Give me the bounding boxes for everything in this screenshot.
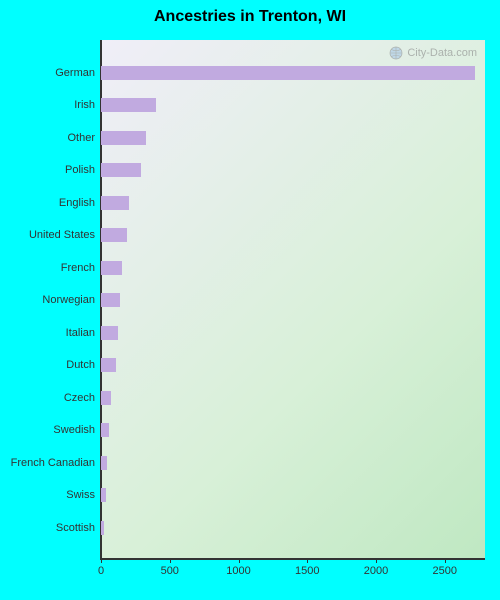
y-axis-label: Polish bbox=[65, 164, 95, 176]
y-axis-label: Swedish bbox=[53, 424, 95, 436]
y-axis-label: Irish bbox=[74, 99, 95, 111]
bar bbox=[101, 423, 109, 437]
y-axis-label: Scottish bbox=[56, 522, 95, 534]
bar bbox=[101, 488, 106, 502]
x-axis-tick bbox=[376, 559, 377, 563]
y-axis-label: Dutch bbox=[66, 359, 95, 371]
x-axis-label: 1500 bbox=[295, 565, 319, 577]
bar bbox=[101, 358, 116, 372]
bar bbox=[101, 228, 127, 242]
y-axis-label: United States bbox=[29, 229, 95, 241]
bar bbox=[101, 66, 475, 80]
bar bbox=[101, 293, 120, 307]
bar bbox=[101, 98, 156, 112]
y-axis-label: German bbox=[55, 67, 95, 79]
x-axis-label: 500 bbox=[161, 565, 179, 577]
chart-title: Ancestries in Trenton, WI bbox=[0, 8, 500, 26]
x-axis-tick bbox=[307, 559, 308, 563]
y-axis-label: Norwegian bbox=[42, 294, 95, 306]
bar bbox=[101, 163, 141, 177]
plot-area: City-Data.com GermanIrishOtherPolishEngl… bbox=[100, 40, 485, 560]
x-axis-line bbox=[101, 558, 485, 559]
bar bbox=[101, 131, 146, 145]
y-axis-label: Czech bbox=[64, 392, 95, 404]
watermark: City-Data.com bbox=[389, 46, 477, 60]
bar bbox=[101, 326, 118, 340]
bar bbox=[101, 456, 107, 470]
x-axis-tick bbox=[101, 559, 102, 563]
y-axis-label: English bbox=[59, 197, 95, 209]
watermark-text: City-Data.com bbox=[407, 47, 477, 59]
x-axis-label: 1000 bbox=[226, 565, 250, 577]
x-axis-label: 0 bbox=[98, 565, 104, 577]
bar bbox=[101, 391, 111, 405]
x-axis-tick bbox=[445, 559, 446, 563]
bar bbox=[101, 196, 129, 210]
y-axis-label: Swiss bbox=[66, 489, 95, 501]
y-axis-label: Italian bbox=[66, 327, 95, 339]
x-axis-label: 2000 bbox=[364, 565, 388, 577]
x-axis-tick bbox=[239, 559, 240, 563]
x-axis-tick bbox=[170, 559, 171, 563]
y-axis-label: French Canadian bbox=[11, 457, 95, 469]
chart-page: Ancestries in Trenton, WI City-Data.com … bbox=[0, 0, 500, 600]
x-axis-label: 2500 bbox=[433, 565, 457, 577]
globe-icon bbox=[389, 46, 403, 60]
bar bbox=[101, 521, 104, 535]
y-axis-label: Other bbox=[67, 132, 95, 144]
bar bbox=[101, 261, 122, 275]
y-axis-label: French bbox=[61, 262, 95, 274]
